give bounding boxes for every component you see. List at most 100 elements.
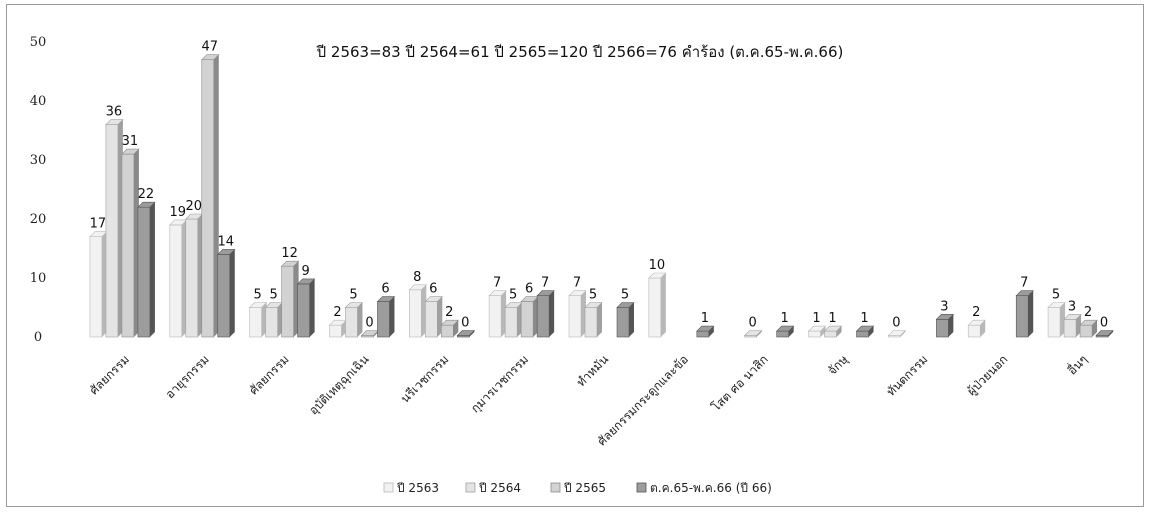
bar-top [648, 272, 667, 279]
bar-side [309, 278, 315, 337]
bar-side [229, 249, 235, 337]
bar-top [360, 330, 380, 336]
bar [185, 213, 204, 338]
bar-top [137, 201, 156, 208]
category-label: อายุรกรรม [163, 352, 213, 402]
bar [1015, 290, 1034, 338]
bar-side [660, 273, 666, 337]
bar-top [935, 313, 955, 320]
bar-front [265, 307, 278, 338]
data-label: 17 [90, 217, 107, 232]
bar-front [808, 330, 821, 338]
bar [264, 302, 284, 338]
legend-label: ต.ค.65-พ.ค.66 (ปี 66) [650, 481, 772, 495]
bar [1047, 302, 1066, 338]
category-label: ทำหมัน [574, 352, 611, 389]
bar-side [708, 326, 714, 337]
bar-front [441, 324, 454, 338]
bar-top [424, 296, 444, 302]
data-label: 1 [781, 311, 789, 326]
bar-front [568, 295, 582, 338]
bar-front [616, 307, 630, 338]
data-label: 1 [860, 311, 868, 326]
data-label: 1 [812, 311, 820, 326]
bar-top [967, 319, 986, 326]
data-label: 12 [281, 246, 298, 261]
data-label: 6 [429, 282, 437, 297]
bar-front [648, 277, 662, 338]
bar-side [597, 302, 602, 337]
data-label: 2 [1084, 305, 1092, 320]
data-label: 1 [828, 311, 836, 326]
bar [424, 296, 444, 338]
data-label: 10 [649, 258, 666, 273]
category-label: กุมารเวชกรรม [468, 352, 532, 416]
y-tick-label: 50 [30, 35, 47, 50]
bar [217, 249, 236, 338]
bar-top [121, 148, 140, 155]
bar-side [948, 314, 954, 337]
bar-front [1015, 295, 1029, 338]
bar-front [584, 307, 598, 338]
legend-item: ปี 2565 [550, 481, 606, 495]
bar-front [105, 124, 119, 338]
bar-front [121, 153, 135, 338]
data-label: 0 [749, 316, 757, 331]
bar-top [887, 330, 907, 336]
bar-front [89, 236, 103, 338]
bar [137, 201, 156, 338]
bar [967, 319, 986, 338]
bar-front [137, 206, 151, 338]
data-label: 0 [461, 316, 469, 331]
bar [887, 330, 907, 338]
data-label: 5 [621, 288, 629, 303]
bar-top [408, 284, 428, 291]
data-label: 9 [301, 264, 309, 279]
bar-top [1063, 313, 1082, 320]
bar [1079, 319, 1098, 338]
bar [201, 54, 220, 338]
bar-side [453, 320, 459, 337]
bar-front [824, 330, 837, 338]
data-label: 5 [253, 288, 261, 303]
bar-top [807, 325, 827, 332]
bar [296, 278, 316, 338]
bar [360, 330, 380, 338]
bar-front [536, 295, 550, 338]
bar-top [456, 330, 476, 336]
data-label: 0 [1100, 316, 1108, 331]
bar-side [980, 320, 986, 337]
legend-item: ปี 2563 [383, 481, 439, 495]
bar [169, 219, 188, 338]
category-label: อุบัติเหตุฉุกเฉิน [306, 352, 372, 418]
bar-top [488, 290, 507, 297]
bar-front [520, 301, 534, 338]
y-tick-label: 40 [30, 94, 47, 109]
bar-front [377, 301, 390, 338]
bar-side [389, 296, 395, 337]
data-label: 2 [972, 305, 980, 320]
y-tick-label: 10 [30, 271, 47, 286]
bar-top [296, 278, 316, 285]
data-label: 5 [269, 288, 277, 303]
bar-top [217, 249, 236, 255]
data-label: 5 [589, 288, 597, 303]
data-label: 31 [122, 134, 139, 149]
bar-front [281, 265, 294, 338]
bar [807, 325, 827, 338]
bar [935, 313, 955, 338]
bar-front [345, 307, 358, 338]
bar-front [967, 324, 981, 338]
category-label: ศัลยกรรม [246, 352, 291, 397]
bar [743, 330, 763, 338]
bar-front [936, 318, 949, 338]
bar-front [217, 254, 231, 338]
bar [823, 325, 843, 338]
bar-side [820, 326, 826, 337]
category-label: จักษุ [825, 352, 851, 378]
data-label: 47 [201, 40, 218, 55]
bar-top [584, 302, 603, 308]
bar [504, 302, 523, 338]
bar [440, 319, 460, 338]
bar [696, 325, 715, 338]
